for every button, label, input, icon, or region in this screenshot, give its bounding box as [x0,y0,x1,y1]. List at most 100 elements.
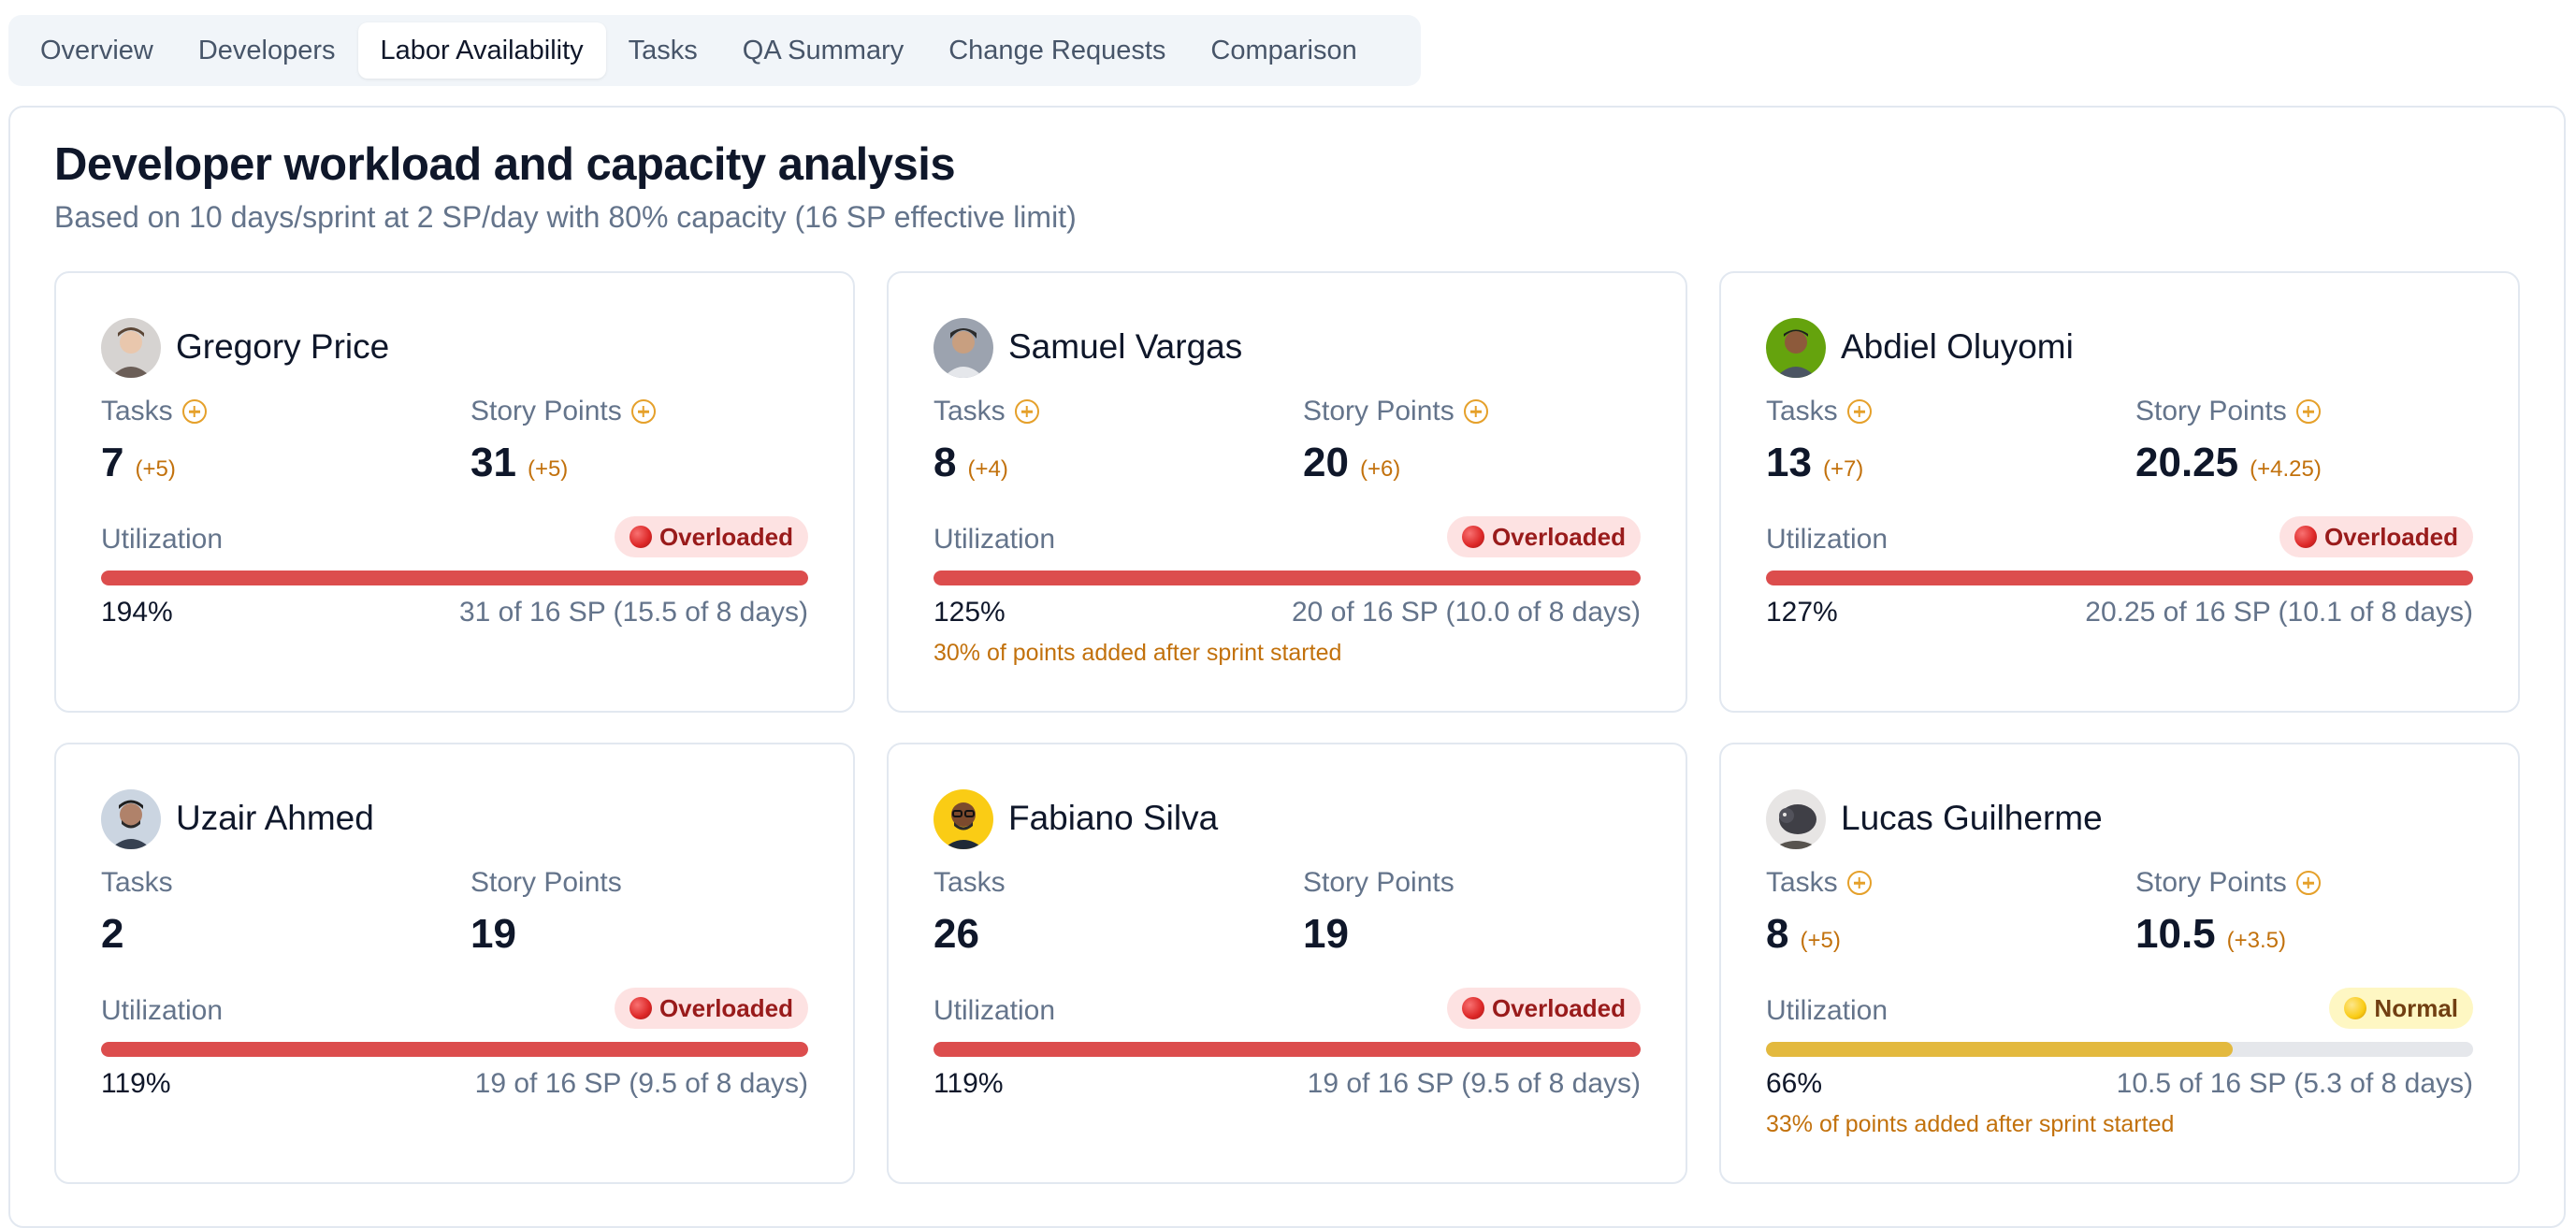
story-points-delta: (+5) [527,456,569,482]
utilization-label: Utilization [101,524,224,555]
added-scope-icon[interactable] [181,399,207,424]
tab-tasks[interactable]: Tasks [628,35,698,65]
story-points-label: Story Points [1303,396,1454,426]
tasks-metric: Tasks 13 (+7) [1766,393,1872,486]
red-circle-icon [2294,526,2317,548]
story-points-label: Story Points [2135,867,2287,898]
avatar [933,789,993,849]
added-scope-icon[interactable] [1846,871,1872,895]
capacity-detail: 10.5 of 16 SP (5.3 of 8 days) [2116,1068,2473,1099]
added-scope-icon[interactable] [1463,399,1488,424]
tasks-metric: Tasks 8 (+4) [933,393,1039,486]
utilization-percent: 125% [933,597,1006,628]
scope-change-note: 33% of points added after sprint started [1766,1111,2175,1137]
status-text: Overloaded [1491,522,1626,551]
utilization-bar-fill [933,1042,1641,1057]
added-scope-icon[interactable] [2295,399,2321,424]
tasks-label: Tasks [1766,867,1838,898]
story-points-count: 20 [1303,440,1349,485]
utilization-percent: 119% [933,1068,1004,1099]
status-text: Overloaded [658,522,793,551]
utilization-bar [101,1042,808,1057]
utilization-label: Utilization [933,524,1056,555]
avatar [1766,318,1826,378]
developer-card: Lucas Guilherme Tasks 8 (+5) Story Points… [1719,743,2520,1184]
tab-developers[interactable]: Developers [197,35,336,65]
utilization-bar [101,571,808,585]
status-badge: Overloaded [1446,988,1641,1029]
story-points-count: 19 [470,911,516,957]
developer-name: Gregory Price [176,327,390,366]
utilization-label: Utilization [1766,995,1889,1026]
story-points-metric: Story Points 31 (+5) [470,393,656,486]
tasks-label: Tasks [933,396,1006,426]
story-points-metric: Story Points 19 [470,864,622,958]
developer-card: Fabiano Silva Tasks 26 Story Points 19 U… [887,743,1687,1184]
tasks-metric: Tasks 7 (+5) [101,393,207,486]
added-scope-icon[interactable] [1846,399,1872,424]
utilization-percent: 119% [101,1068,171,1099]
utilization-bar-fill [1766,1042,2233,1057]
added-scope-icon[interactable] [2295,871,2321,895]
developer-card: Abdiel Oluyomi Tasks 13 (+7) Story Points… [1719,271,2520,713]
status-badge: Overloaded [2279,516,2473,557]
added-scope-icon[interactable] [1014,399,1039,424]
tasks-label: Tasks [1766,396,1838,426]
developer-card: Gregory Price Tasks 7 (+5) Story Points 3… [54,271,855,713]
tab-comparison[interactable]: Comparison [1210,35,1357,65]
utilization-percent: 194% [101,597,173,628]
tasks-metric: Tasks 26 [933,864,1006,958]
capacity-detail: 31 of 16 SP (15.5 of 8 days) [458,597,808,628]
tasks-count: 7 [101,440,124,485]
story-points-metric: Story Points 20.25 (+4.25) [2135,393,2322,486]
story-points-metric: Story Points 19 [1303,864,1454,958]
red-circle-icon [1461,526,1484,548]
tab-change-requests[interactable]: Change Requests [948,35,1166,65]
story-points-metric: Story Points 10.5 (+3.5) [2135,864,2321,958]
yellow-circle-icon [2344,997,2367,1019]
story-points-delta: (+6) [1359,456,1401,482]
utilization-bar [1766,571,2473,585]
story-points-label: Story Points [470,867,622,898]
developer-name: Lucas Guilherme [1841,799,2103,837]
red-circle-icon [629,997,652,1019]
story-points-count: 20.25 [2135,440,2239,485]
tasks-count: 2 [101,911,124,957]
tasks-delta: (+5) [135,456,176,482]
tab-overview[interactable]: Overview [40,35,153,65]
utilization-bar-fill [1766,571,2473,585]
utilization-bar-fill [101,571,808,585]
status-text: Overloaded [1491,993,1626,1022]
tab-qa-summary[interactable]: QA Summary [742,35,904,65]
red-circle-icon [629,526,652,548]
tab-labor-availability[interactable]: Labor Availability [357,22,606,79]
story-points-count: 19 [1303,911,1349,957]
added-scope-icon[interactable] [630,399,656,424]
status-text: Overloaded [658,993,793,1022]
tab-bar: Overview Developers Labor Availability T… [8,15,1421,86]
avatar [101,318,161,378]
tasks-delta: (+4) [967,456,1008,482]
red-circle-icon [1461,997,1484,1019]
story-points-delta: (+4.25) [2250,456,2322,482]
developer-card: Samuel Vargas Tasks 8 (+4) Story Points 2… [887,271,1687,713]
tasks-delta: (+5) [1800,928,1841,953]
tasks-label: Tasks [933,867,1006,898]
status-badge: Overloaded [1446,516,1641,557]
avatar [1766,789,1826,849]
capacity-detail: 19 of 16 SP (9.5 of 8 days) [1307,1068,1641,1099]
status-badge: Overloaded [614,988,808,1029]
utilization-bar [933,571,1641,585]
utilization-bar-fill [933,571,1641,585]
status-badge: Overloaded [614,516,808,557]
capacity-detail: 19 of 16 SP (9.5 of 8 days) [474,1068,808,1099]
utilization-label: Utilization [933,995,1056,1026]
status-badge: Normal [2329,988,2473,1029]
tasks-count: 26 [933,911,979,957]
tasks-metric: Tasks 2 [101,864,173,958]
utilization-bar-fill [101,1042,808,1057]
utilization-bar [1766,1042,2473,1057]
story-points-label: Story Points [2135,396,2287,426]
tasks-delta: (+7) [1822,456,1864,482]
status-text: Normal [2374,993,2458,1022]
